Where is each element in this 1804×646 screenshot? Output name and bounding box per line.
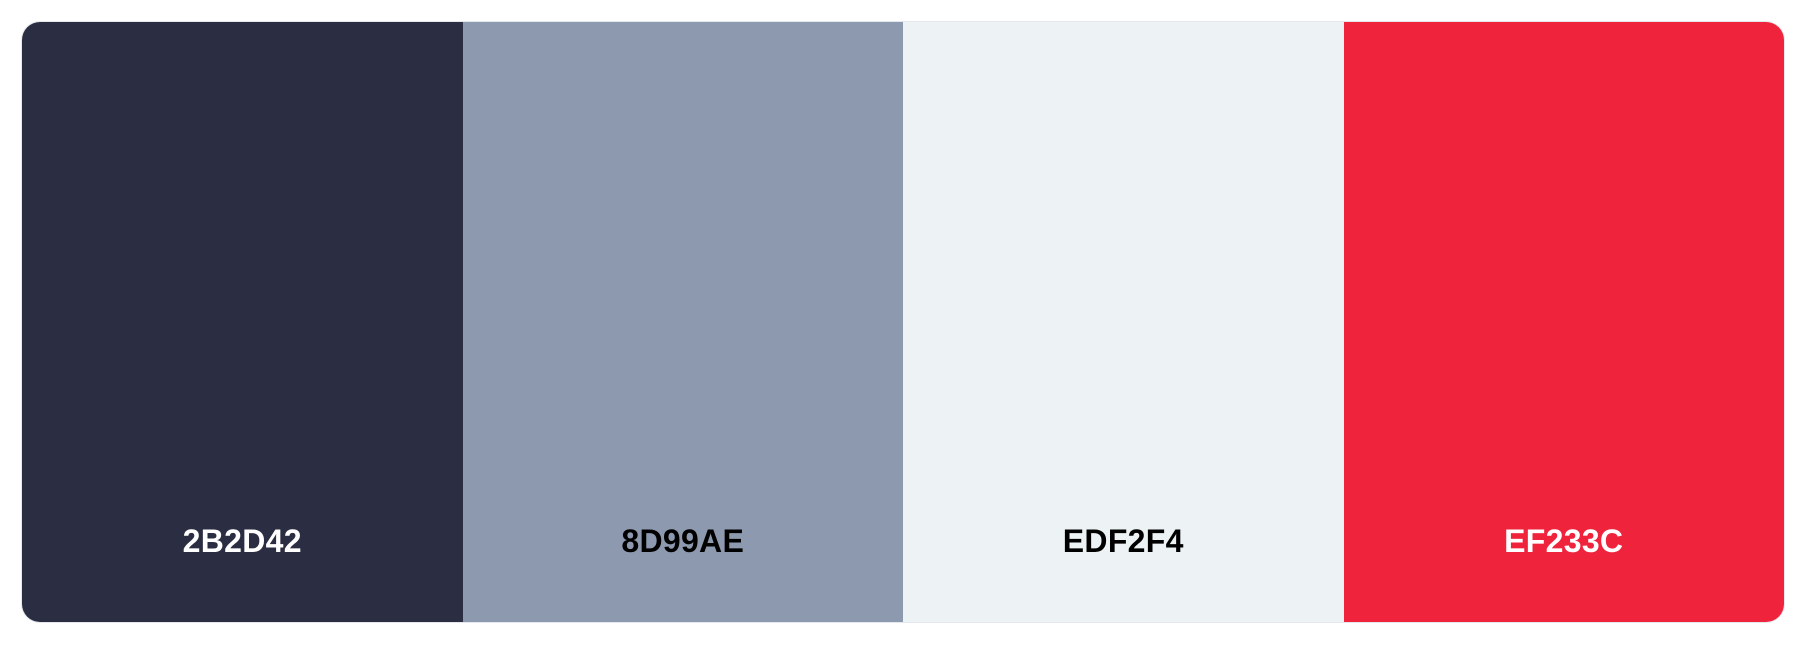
swatch-hex-label[interactable]: 2B2D42 <box>182 523 302 559</box>
swatch-2[interactable]: 8D99AE <box>462 22 903 622</box>
swatch-3[interactable]: EDF2F4 <box>903 22 1344 622</box>
swatch-4[interactable]: EF233C <box>1343 22 1784 622</box>
swatch-1[interactable]: 2B2D42 <box>22 22 463 622</box>
swatch-hex-label[interactable]: EF233C <box>1504 523 1624 559</box>
swatch-hex-label[interactable]: 8D99AE <box>621 523 745 559</box>
swatch-hex-label[interactable]: EDF2F4 <box>1062 523 1184 559</box>
color-palette: 2B2D42 8D99AE EDF2F4 EF233C <box>22 22 1784 622</box>
